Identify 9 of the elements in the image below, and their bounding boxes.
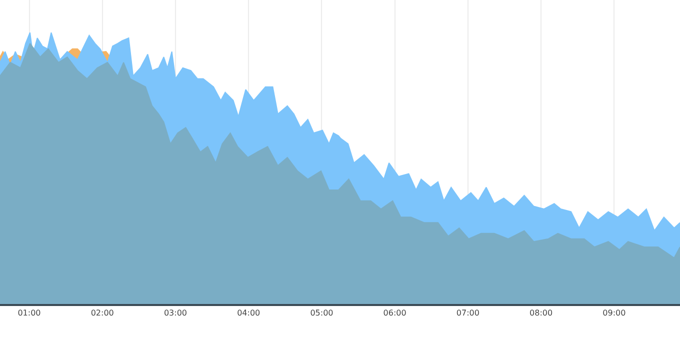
x-tick-label: 07:00 xyxy=(456,308,480,318)
x-tick-label: 01:00 xyxy=(18,308,41,318)
x-tick-label: 02:00 xyxy=(90,308,114,318)
x-tick-label: 04:00 xyxy=(237,308,260,318)
x-tick-label: 03:00 xyxy=(164,308,188,318)
x-tick-label: 05:00 xyxy=(310,308,334,318)
x-tick-label: 09:00 xyxy=(602,308,626,318)
x-tick-label: 06:00 xyxy=(383,308,406,318)
x-tick-label: 08:00 xyxy=(530,308,553,318)
